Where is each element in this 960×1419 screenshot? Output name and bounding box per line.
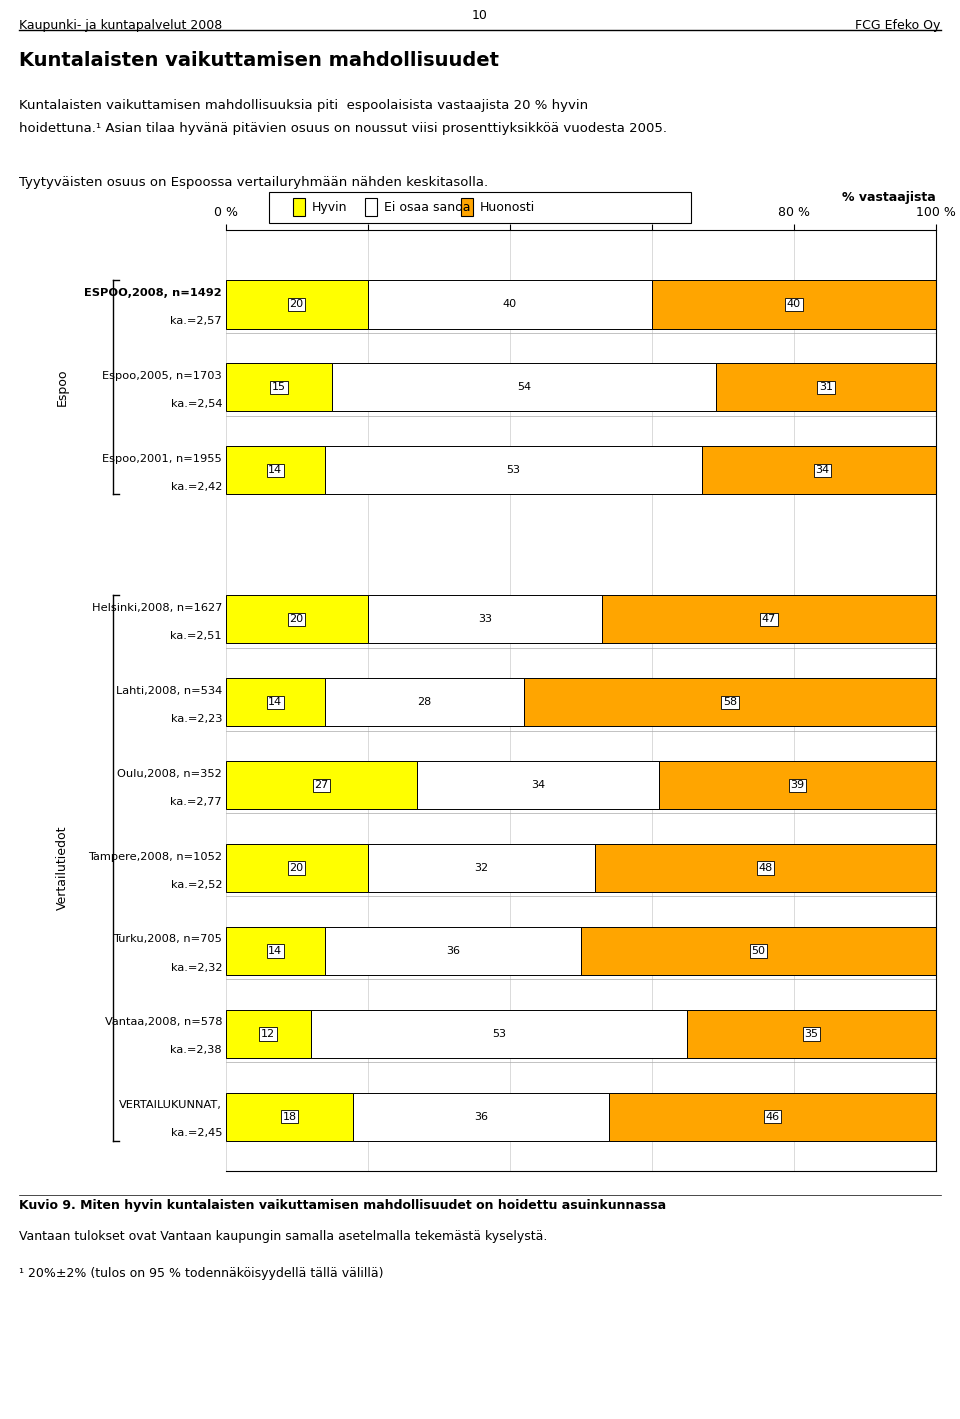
Bar xyxy=(226,1093,353,1141)
Text: 14: 14 xyxy=(268,465,282,475)
Text: ka.=2,54: ka.=2,54 xyxy=(171,399,222,409)
Bar xyxy=(368,844,595,893)
Text: 35: 35 xyxy=(804,1029,819,1039)
Text: 39: 39 xyxy=(790,780,804,790)
Text: 20: 20 xyxy=(290,614,303,624)
Text: 36: 36 xyxy=(474,1112,489,1122)
Text: 10: 10 xyxy=(472,9,488,21)
Bar xyxy=(687,1010,936,1059)
Text: ¹ 20%±2% (tulos on 95 % todennäköisyydellä tällä välillä): ¹ 20%±2% (tulos on 95 % todennäköisyydel… xyxy=(19,1267,384,1280)
Text: 18: 18 xyxy=(282,1112,297,1122)
Text: Oulu,2008, n=352: Oulu,2008, n=352 xyxy=(117,769,222,779)
Text: 33: 33 xyxy=(478,614,492,624)
Bar xyxy=(581,927,936,975)
Bar xyxy=(332,363,716,412)
Bar xyxy=(602,596,936,643)
Text: Espoo,2005, n=1703: Espoo,2005, n=1703 xyxy=(103,370,222,380)
Bar xyxy=(524,678,936,727)
Text: Kuntalaisten vaikuttamisen mahdollisuuksia piti  espoolaisista vastaajista 20 % : Kuntalaisten vaikuttamisen mahdollisuuks… xyxy=(19,99,588,112)
Bar xyxy=(226,761,418,809)
Bar xyxy=(325,927,581,975)
Text: Tampere,2008, n=1052: Tampere,2008, n=1052 xyxy=(88,851,222,861)
Text: 53: 53 xyxy=(492,1029,506,1039)
Bar xyxy=(226,844,368,893)
Text: Vantaan tulokset ovat Vantaan kaupungin samalla asetelmalla tekemästä kyselystä.: Vantaan tulokset ovat Vantaan kaupungin … xyxy=(19,1230,547,1243)
Bar xyxy=(418,761,659,809)
Bar xyxy=(652,281,936,329)
Text: 46: 46 xyxy=(765,1112,780,1122)
Text: 54: 54 xyxy=(516,382,531,393)
Text: VERTAILUKUNNAT,: VERTAILUKUNNAT, xyxy=(119,1100,222,1110)
Text: 32: 32 xyxy=(474,863,489,873)
Text: 31: 31 xyxy=(819,382,833,393)
Text: Lahti,2008, n=534: Lahti,2008, n=534 xyxy=(116,685,222,695)
Text: Turku,2008, n=705: Turku,2008, n=705 xyxy=(113,935,222,945)
Text: 14: 14 xyxy=(268,946,282,956)
Text: 50: 50 xyxy=(752,946,765,956)
Bar xyxy=(595,844,936,893)
Text: Kuntalaisten vaikuttamisen mahdollisuudet: Kuntalaisten vaikuttamisen mahdollisuude… xyxy=(19,51,499,70)
Bar xyxy=(702,446,943,494)
Text: ka.=2,45: ka.=2,45 xyxy=(171,1128,222,1138)
Text: Espoo,2001, n=1955: Espoo,2001, n=1955 xyxy=(103,454,222,464)
Text: Vertailutiedot: Vertailutiedot xyxy=(56,826,69,911)
Text: Vantaa,2008, n=578: Vantaa,2008, n=578 xyxy=(105,1017,222,1027)
Text: % vastaajista: % vastaajista xyxy=(842,192,936,204)
Text: 14: 14 xyxy=(268,697,282,707)
Text: 58: 58 xyxy=(723,697,737,707)
Bar xyxy=(226,596,368,643)
Text: 47: 47 xyxy=(762,614,777,624)
Text: 34: 34 xyxy=(531,780,545,790)
Bar xyxy=(716,363,936,412)
Text: ka.=2,23: ka.=2,23 xyxy=(171,714,222,724)
Bar xyxy=(353,1093,610,1141)
Text: 20: 20 xyxy=(290,299,303,309)
Text: ka.=2,38: ka.=2,38 xyxy=(171,1046,222,1056)
Bar xyxy=(226,678,325,727)
Text: ka.=2,51: ka.=2,51 xyxy=(171,631,222,641)
Text: Espoo: Espoo xyxy=(56,369,69,406)
Text: 34: 34 xyxy=(815,465,829,475)
Text: 40: 40 xyxy=(787,299,801,309)
Text: ka.=2,77: ka.=2,77 xyxy=(171,797,222,807)
Text: Ei osaa sanoa: Ei osaa sanoa xyxy=(384,200,470,214)
Text: ka.=2,52: ka.=2,52 xyxy=(171,880,222,890)
Text: ka.=2,32: ka.=2,32 xyxy=(171,962,222,972)
Bar xyxy=(325,678,524,727)
Bar xyxy=(325,446,702,494)
Text: 40: 40 xyxy=(503,299,516,309)
Text: 53: 53 xyxy=(506,465,520,475)
Bar xyxy=(610,1093,936,1141)
Text: 36: 36 xyxy=(446,946,460,956)
Bar xyxy=(368,281,652,329)
Bar xyxy=(659,761,936,809)
Bar xyxy=(226,927,325,975)
Text: ESPOO,2008, n=1492: ESPOO,2008, n=1492 xyxy=(84,288,222,298)
Text: Hyvin: Hyvin xyxy=(312,200,348,214)
Bar xyxy=(311,1010,687,1059)
Text: Huonosti: Huonosti xyxy=(480,200,536,214)
Text: Kuvio 9. Miten hyvin kuntalaisten vaikuttamisen mahdollisuudet on hoidettu asuin: Kuvio 9. Miten hyvin kuntalaisten vaikut… xyxy=(19,1199,666,1212)
Text: 27: 27 xyxy=(314,780,328,790)
Text: 20: 20 xyxy=(290,863,303,873)
Bar xyxy=(226,1010,311,1059)
Text: 15: 15 xyxy=(272,382,286,393)
Text: Helsinki,2008, n=1627: Helsinki,2008, n=1627 xyxy=(91,603,222,613)
Text: 48: 48 xyxy=(758,863,773,873)
Text: hoidettuna.¹ Asian tilaa hyvänä pitävien osuus on noussut viisi prosenttiyksikkö: hoidettuna.¹ Asian tilaa hyvänä pitävien… xyxy=(19,122,667,135)
Text: Tyytyväisten osuus on Espoossa vertailuryhmään nähden keskitasolla.: Tyytyväisten osuus on Espoossa vertailur… xyxy=(19,176,489,189)
Bar xyxy=(226,281,368,329)
Bar xyxy=(226,446,325,494)
Text: FCG Efeko Oy: FCG Efeko Oy xyxy=(855,18,941,33)
Bar xyxy=(226,363,332,412)
Text: ka.=2,42: ka.=2,42 xyxy=(171,482,222,492)
Bar xyxy=(368,596,602,643)
Text: 12: 12 xyxy=(261,1029,276,1039)
Text: Kaupunki- ja kuntapalvelut 2008: Kaupunki- ja kuntapalvelut 2008 xyxy=(19,18,223,33)
Text: 28: 28 xyxy=(418,697,432,707)
Text: ka.=2,57: ka.=2,57 xyxy=(171,316,222,326)
